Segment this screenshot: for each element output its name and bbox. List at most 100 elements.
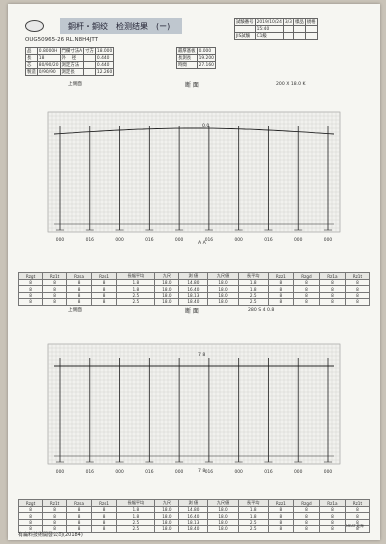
profile-chart-2: 000 016 000 016 000 016 000 016 000 000 <box>47 343 341 475</box>
document-title: 銅杆・銅绞 检测结果 (ー) <box>60 18 182 34</box>
table-cell: 8 <box>66 298 93 306</box>
table-header-cell: 長幅平均 <box>116 272 156 280</box>
table-cell: 8 <box>292 278 320 287</box>
spec-cell: 18 <box>36 54 61 62</box>
table-header-cell: 九尺値 <box>207 272 239 280</box>
table-cell: 2.5 <box>237 298 269 306</box>
axis-tick-label: 016 <box>86 237 95 243</box>
axis-tick-label: 000 <box>294 237 303 243</box>
spec-cell: 品 <box>25 47 38 55</box>
section1-left-label: 上側面 <box>68 82 82 87</box>
spec-cell: 18.000 <box>94 47 115 55</box>
table-row: 8 8 8 8 2.5 18.0 18.40 18.0 2.5 8 8 8 8 <box>17 298 371 306</box>
document-page: 銅杆・銅绞 检测结果 (ー) 試験番号 2019/10/24 3/3 樣品 規格 15:… <box>8 4 380 540</box>
table-cell: 8 <box>292 285 320 293</box>
spec-cell: 門欄寸法A <box>59 47 85 55</box>
section2-center-label: 断 面 <box>185 308 199 315</box>
table-header-cell: Rzz1 <box>267 272 294 280</box>
profile-chart-1: 000 016 000 016 000 016 000 016 000 000 <box>47 111 341 243</box>
table-cell: 1.8 <box>116 285 156 293</box>
spec-cell: 19.200 <box>196 54 216 62</box>
table-cell: 18.0 <box>207 298 239 306</box>
table-header-cell: Rzz1 <box>267 499 294 507</box>
spec-cell: 0/90/90 <box>36 68 61 76</box>
table-header-cell: Rz1t <box>42 272 68 280</box>
table-header-cell: 九尺 <box>154 272 180 280</box>
table-cell: 8 <box>42 298 68 306</box>
axis-tick-label: 000 <box>234 469 243 475</box>
table-header-cell: 九尺 <box>154 499 180 507</box>
axis-tick-label: 000 <box>175 469 184 475</box>
spec-cell <box>83 54 96 62</box>
spec-cell <box>83 61 96 69</box>
spec-cell: 長 <box>25 54 38 62</box>
spec-cell: 外 径 <box>59 54 85 62</box>
serial-number: OUG50965-26 RL.N8H4JTT <box>25 37 98 43</box>
axis-tick-label: 000 <box>115 469 124 475</box>
table-cell: 8 <box>267 285 294 293</box>
axis-tick-label: 000 <box>115 237 124 243</box>
table-header-cell: Rzsa <box>66 272 93 280</box>
axis-tick-label: 000 <box>175 237 184 243</box>
table-header-cell: 長平均 <box>237 272 269 280</box>
table-row: 8 8 8 8 2.5 18.0 18.13 18.0 2.5 8 8 8 8 <box>17 291 371 300</box>
table-header-cell: Rzs1 <box>91 499 118 507</box>
grade-label: JIS試験 <box>234 32 256 40</box>
table-header-cell: 測 値 <box>178 499 209 507</box>
table-header-cell: Rzs1 <box>91 272 118 280</box>
spec-cell: 時間 <box>176 61 198 69</box>
signature-stamp: MEAT 北海 <box>346 524 364 528</box>
spec-cell: 長測長 <box>176 54 198 62</box>
section2-right-label: 280 S 4 0.8 <box>248 308 275 313</box>
spec-cell: 80/90/20 <box>36 61 61 69</box>
table-cell: 8 <box>292 525 320 533</box>
axis-tick-label: 016 <box>264 469 273 475</box>
table-cell: 2.5 <box>116 525 156 533</box>
sample-label: 樣品 <box>292 18 306 26</box>
table-cell: 8 <box>344 278 371 287</box>
table-cell: 8 <box>318 298 346 306</box>
spec-label: 規格 <box>304 18 318 26</box>
spec-cell: 0.000 <box>196 47 216 55</box>
axis-tick-label: 016 <box>205 237 214 243</box>
header-meta: 試験番号 2019/10/24 3/3 樣品 規格 15:40 JIS試験 C1級 <box>234 18 318 40</box>
table-cell: 8 <box>292 291 320 300</box>
spec-cell: 最厚基板 <box>176 47 198 55</box>
table-cell: 8 <box>267 291 294 300</box>
table-cell: 8 <box>267 298 294 306</box>
table-cell: 1.8 <box>116 278 156 287</box>
spec-cell: 寸方 <box>83 47 96 55</box>
table-header-cell: Rz1t <box>42 499 68 507</box>
spec-table-right: 最厚基板 0.000 長測長 19.200 時間 27.160 <box>176 47 216 69</box>
table-header-cell: 九尺値 <box>207 499 239 507</box>
axis-tick-label: 000 <box>294 469 303 475</box>
table-header-cell: Rzgd <box>292 272 320 280</box>
table-cell: 8 <box>42 285 68 293</box>
table-cell: 8 <box>91 298 118 306</box>
table-header-cell: 長平均 <box>237 499 269 507</box>
footer-text: 有扁料技術開發公司(20184) <box>18 532 83 538</box>
table-cell: 2.5 <box>116 298 156 306</box>
spec-cell: 芯 <box>25 61 38 69</box>
table-cell: 8 <box>42 525 68 533</box>
axis-tick-label: 016 <box>264 237 273 243</box>
axis-tick-label: 016 <box>145 237 154 243</box>
table-cell: 8 <box>344 285 371 293</box>
table-header-cell: Rzgt <box>17 499 44 507</box>
table-cell: 18.0 <box>154 525 180 533</box>
axis-tick-label: 000 <box>56 237 65 243</box>
table-row: 8 8 8 8 1.8 18.0 14.80 18.0 1.8 8 8 8 8 <box>17 278 371 287</box>
spec-cell: 27.160 <box>196 61 216 69</box>
spec-cell <box>83 68 96 76</box>
table-cell: 2.5 <box>116 291 156 300</box>
table-cell: 8 <box>91 525 118 533</box>
spec-cell: 0.440 <box>94 54 115 62</box>
table-cell: 2.5 <box>237 525 269 533</box>
page-label: 3/3 <box>282 18 294 26</box>
table-cell: 8 <box>318 525 346 533</box>
spec-cell: 測定方法 <box>59 61 85 69</box>
axis-tick-label: 016 <box>145 469 154 475</box>
spec-table-left: 品 0.8000H 門欄寸法A 寸方 18.000 長 18 外 径 0.440 芯 80/90/2… <box>25 47 115 76</box>
spec-cell: 製造 <box>25 68 38 76</box>
test-no-label: 試験番号 <box>234 18 256 26</box>
